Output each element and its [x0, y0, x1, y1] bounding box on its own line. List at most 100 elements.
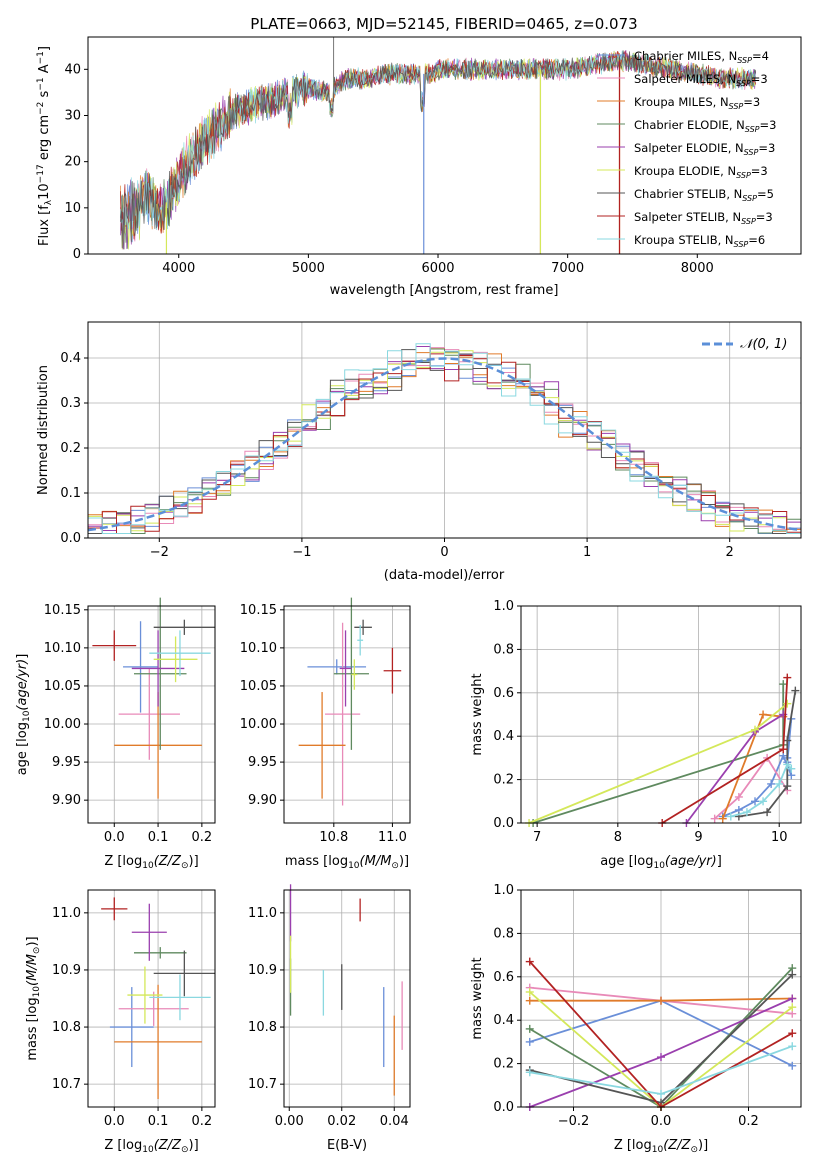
x-axis-label-part: )] — [189, 854, 199, 869]
residual-x-tick-label: 2 — [726, 545, 734, 560]
residual-x-ticks: −2 −1 0 1 2 — [150, 538, 734, 560]
panel-mass-vs-z: 0.0 0.1 0.210.710.810.911.0Z [log10(Z/Z⊙)]… — [25, 889, 216, 1155]
spectrum-y-label-part: −1 — [36, 51, 46, 64]
y-tick-label: 10.15 — [240, 603, 277, 618]
legend-entry-main: Kroupa MILES, N — [634, 95, 729, 109]
panel-age-vs-mass: 10.8 11.0 9.90 9.95 10.00 10.05 10.10 10.15 mass… — [240, 597, 411, 871]
spectrum-x-tick-label: 7000 — [551, 261, 584, 276]
residual-x-tick-label: 0 — [440, 545, 448, 560]
residual-y-tick-label: 0.2 — [60, 441, 81, 456]
legend-entry-main: Chabrier MILES, N — [634, 49, 737, 63]
y-tick-label: 9.90 — [52, 793, 81, 808]
residual-panel: −2 −1 0 1 2 0.0 0.1 0.2 0.3 0.4 (data-model)/err… — [36, 321, 802, 583]
panel-frame — [283, 605, 411, 824]
y-axis-label: mass weight — [470, 673, 485, 755]
x-axis-label-part: Z [log — [104, 1138, 142, 1153]
legend-entry-sub: SSP — [737, 56, 752, 65]
y-tick-label: 0.6 — [493, 970, 514, 985]
spectrum-y-tick-label: 40 — [64, 62, 81, 77]
spectrum-y-ticks: 0 10 20 30 40 — [64, 62, 88, 262]
y-tick-label: 0.8 — [493, 926, 514, 941]
panel-mass-vs-ebv: 0.00 0.02 0.04 10.7 10.8 10.9 11.0 E(B-V) — [248, 884, 411, 1153]
legend-entry: Kroupa STELIB, NSSP=6 — [634, 233, 765, 249]
spectrum-frame — [87, 36, 802, 255]
x-tick-label: 0.2 — [192, 830, 213, 845]
y-tick-label: 10.15 — [44, 603, 81, 618]
residual-y-tick-label: 0.4 — [60, 351, 81, 366]
residual-y-label: Normed distribution — [36, 365, 51, 495]
x-tick-label: 0.02 — [327, 1114, 356, 1129]
legend-entry-main: Salpeter STELIB, N — [634, 210, 741, 224]
y-axis-label: mass weight — [470, 957, 485, 1039]
spectrum-y-label-part: A — [37, 64, 52, 77]
y-axis-label-part: )] — [25, 936, 40, 946]
y-axis-label-part: ⊙ — [32, 947, 42, 955]
y-tick-label: 0.0 — [493, 1100, 514, 1115]
spectrum-plot-area — [120, 37, 756, 254]
x-axis-label-part: (M/M — [360, 854, 392, 869]
legend-entry-main: Kroupa ELODIE, N — [634, 164, 736, 178]
legend-entry: Kroupa MILES, NSSP=3 — [634, 95, 760, 111]
panel-frame — [283, 889, 411, 1108]
x-axis-label-part: ⊙ — [690, 1145, 698, 1155]
y-tick-label: 10.10 — [44, 641, 81, 656]
panel-massweight-vs-z: −0.2 0.0 0.2 0.0 0.2 0.4 0.6 0.8 1.0 Z [log10(Z/Z… — [470, 883, 802, 1155]
x-axis-label-part: age [log — [600, 854, 653, 869]
x-axis-label-part: ] — [717, 854, 722, 869]
legend-entry-main: Salpeter MILES, N — [634, 72, 736, 86]
spectrum-x-tick-label: 4000 — [162, 261, 195, 276]
residual-histogram — [88, 353, 801, 534]
legend-entry-sub: SSP — [736, 171, 751, 180]
residual-histogram — [88, 343, 801, 534]
x-axis-label: E(B-V) — [327, 1138, 367, 1153]
x-tick-label: 0.2 — [738, 1114, 759, 1129]
spectrum-series-line — [120, 50, 756, 250]
x-axis-label-part: ⊙ — [181, 1145, 189, 1155]
mass-weight-line — [532, 684, 785, 824]
x-tick-label: 0.0 — [104, 830, 125, 845]
y-axis-label-part: (M/M — [25, 954, 40, 986]
mass-weight-line — [685, 713, 784, 824]
legend-entry-tail: =3 — [756, 210, 773, 224]
residual-x-label: (data-model)/error — [384, 568, 505, 583]
legend-entry-main: Kroupa STELIB, N — [634, 233, 734, 247]
legend-entry-tail: =3 — [751, 72, 768, 86]
y-axis-label: mass [log10(M/M⊙)] — [25, 936, 42, 1060]
x-tick-label: 0.1 — [148, 830, 169, 845]
x-axis-label-part: 10 — [348, 861, 360, 871]
spectrum-y-tick-label: 10 — [64, 201, 81, 216]
x-axis-label-part: (Z/Z — [154, 854, 182, 869]
y-tick-label: 0.0 — [493, 816, 514, 831]
spectrum-y-tick-label: 20 — [64, 155, 81, 170]
spectrum-x-label: wavelength [Angstrom, rest frame] — [330, 283, 559, 298]
legend-entry-tail: =3 — [743, 95, 760, 109]
legend-entry-tail: =4 — [752, 49, 769, 63]
legend-entry: Kroupa ELODIE, NSSP=3 — [634, 164, 768, 180]
legend-entry-main: Chabrier STELIB, N — [634, 187, 742, 201]
x-axis-label-part: )] — [698, 1138, 708, 1153]
legend-entry-tail: =3 — [758, 141, 775, 155]
x-tick-label: 0.00 — [275, 1114, 304, 1129]
x-axis-label-part: 10 — [142, 1145, 154, 1155]
spectrum-y-label-part: Flux [f — [37, 205, 52, 246]
spectrum-y-label-part: erg cm — [37, 115, 52, 164]
x-axis-label-part: Z [log — [104, 854, 142, 869]
x-axis-label-part: 10 — [653, 861, 665, 871]
spectrum-x-ticks: 4000 5000 6000 7000 8000 — [162, 254, 714, 276]
spectrum-y-label-part: −1 — [36, 77, 46, 90]
y-axis-label-part: (age/yr) — [15, 659, 30, 711]
y-tick-label: 0.6 — [493, 686, 514, 701]
residual-y-tick-label: 0.0 — [60, 531, 81, 546]
x-axis-label: Z [log10(Z/Z⊙)] — [104, 1138, 198, 1155]
legend-entry-tail: =5 — [757, 187, 774, 201]
x-tick-label: 10 — [771, 830, 788, 845]
spectrum-x-tick-label: 6000 — [421, 261, 454, 276]
y-tick-label: 0.4 — [493, 729, 514, 744]
x-tick-label: 8 — [614, 830, 622, 845]
legend-entry-sub: SSP — [734, 240, 749, 249]
y-tick-label: 9.90 — [248, 793, 277, 808]
y-tick-label: 10.7 — [248, 1077, 277, 1092]
normal-legend-label: 𝒩(0, 1) — [740, 337, 787, 352]
